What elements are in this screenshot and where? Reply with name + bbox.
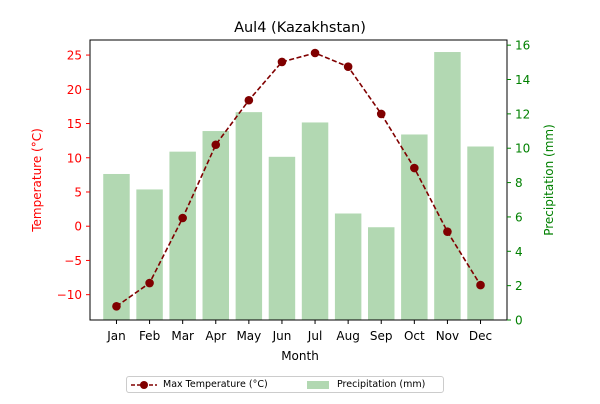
left-tick-label: 20	[67, 83, 82, 97]
legend-line-marker-icon	[131, 380, 157, 389]
legend: Max Temperature (°C) Precipitation (mm)	[126, 376, 444, 393]
x-tick-label: Feb	[139, 329, 160, 343]
x-tick-label: Oct	[404, 329, 425, 343]
precipitation-bar	[334, 213, 362, 320]
temperature-point	[343, 62, 353, 71]
precipitation-bars	[103, 52, 494, 321]
right-tick-label: 16	[515, 39, 530, 53]
right-tick-label: 12	[515, 107, 530, 121]
left-tick-label: −10	[57, 288, 82, 302]
precipitation-bar	[301, 122, 329, 321]
temperature-point	[310, 48, 320, 58]
temperature-point	[376, 109, 386, 119]
x-axis-label: Month	[281, 349, 319, 363]
legend-item-precipitation: Precipitation (mm)	[305, 379, 425, 390]
precipitation-bar	[434, 52, 461, 321]
temperature-point	[112, 302, 121, 311]
left-tick-label: 10	[67, 151, 82, 165]
precipitation-bar	[136, 189, 163, 320]
left-tick-label: 15	[67, 117, 82, 131]
x-tick-label: Sep	[370, 329, 393, 343]
temperature-point	[410, 163, 419, 173]
x-tick-label: Mar	[171, 329, 194, 343]
right-tick-label: 4	[515, 245, 523, 259]
precipitation-bar	[235, 112, 263, 320]
precipitation-bar	[368, 227, 395, 320]
x-tick-label: Jun	[272, 329, 292, 343]
x-tick-label: Nov	[436, 329, 459, 343]
right-tick-label: 2	[515, 279, 523, 293]
temperature-point	[211, 140, 221, 150]
x-tick-label: Apr	[205, 329, 226, 343]
precipitation-bar	[202, 131, 229, 320]
x-tick-label: Dec	[469, 329, 492, 343]
temperature-point	[178, 213, 187, 223]
left-tick-label: 25	[67, 49, 82, 63]
temperature-point	[476, 280, 485, 290]
temperature-point	[443, 227, 452, 236]
legend-label-temperature: Max Temperature (°C)	[163, 379, 268, 390]
right-tick-label: 14	[515, 73, 530, 87]
legend-bar-swatch-icon	[307, 380, 329, 389]
x-tick-label: Jul	[307, 329, 322, 343]
left-axis-label: Temperature (°C)	[30, 128, 44, 233]
x-tick-label: May	[236, 329, 261, 343]
temperature-point	[277, 57, 287, 67]
axes: −10 −5 0 5 10 15 20 25 0 2 4 6 8 10 12 14 16 Jan Feb Mar Apr…	[57, 39, 531, 343]
plot-frame	[89, 39, 508, 321]
left-tick-label: 0	[74, 220, 82, 234]
legend-label-precipitation: Precipitation (mm)	[337, 379, 426, 390]
temperature-series-line	[116, 52, 482, 307]
chart-title: Aul4 (Kazakhstan)	[234, 20, 366, 36]
temperature-line	[112, 48, 485, 311]
right-tick-label: 8	[515, 176, 523, 190]
right-tick-label: 10	[515, 142, 530, 156]
precipitation-bar	[103, 173, 130, 320]
left-tick-label: 5	[74, 185, 82, 199]
legend-item-temperature: Max Temperature (°C)	[131, 379, 268, 390]
right-tick-label: 6	[515, 210, 523, 224]
precipitation-bar	[467, 146, 494, 320]
x-tick-label: Aug	[336, 329, 359, 343]
temperature-point	[244, 95, 254, 105]
left-tick-label: −5	[64, 254, 82, 268]
precipitation-bar	[268, 156, 296, 320]
x-tick-label: Jan	[106, 329, 126, 343]
right-tick-label: 0	[515, 314, 523, 328]
temperature-point	[145, 278, 154, 288]
precipitation-bar	[401, 134, 428, 320]
right-axis-label: Precipitation (mm)	[542, 124, 556, 236]
